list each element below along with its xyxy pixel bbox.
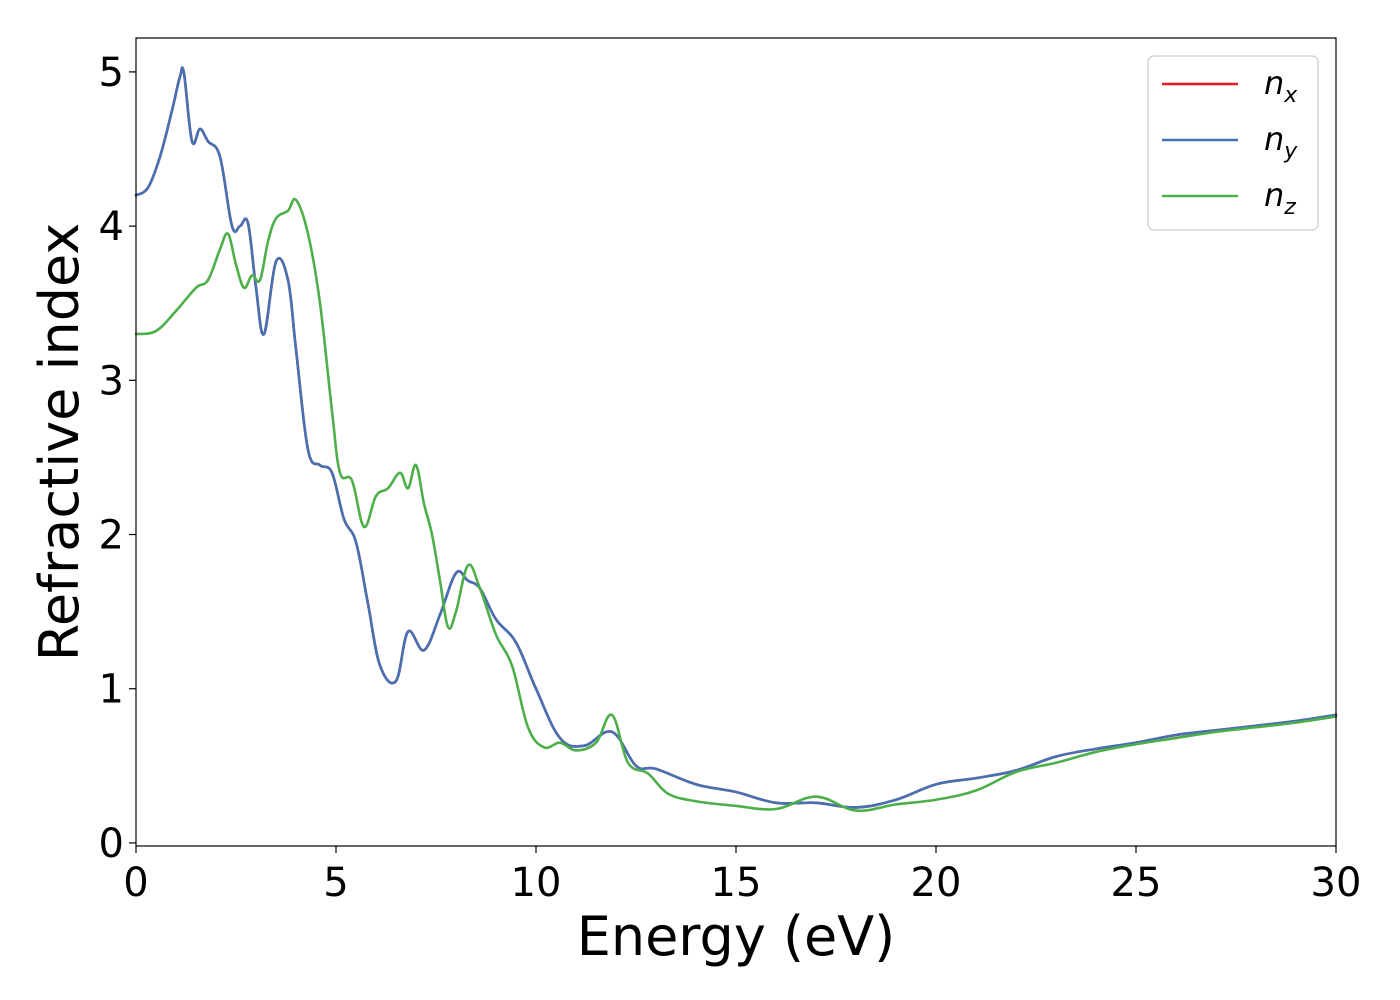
y-tick-label: 4 — [99, 204, 124, 250]
y-tick-label: 1 — [99, 667, 124, 713]
y-tick-label: 3 — [99, 358, 124, 404]
x-tick-label: 15 — [711, 860, 762, 906]
x-tick-label: 5 — [323, 860, 348, 906]
legend-label-n-z: nz — [1264, 176, 1296, 220]
x-axis: 0 5 10 15 20 25 30 — [123, 846, 1361, 906]
y-tick-label: 5 — [99, 50, 124, 96]
series-layer — [134, 66, 1338, 813]
series-line-n-y — [134, 66, 1338, 809]
legend-label-n-y: ny — [1264, 120, 1298, 164]
y-axis: 0 1 2 3 4 5 — [99, 50, 136, 867]
legend-box — [1147, 55, 1319, 231]
legend-label-n-x: nx — [1264, 64, 1298, 108]
x-tick-label: 25 — [1111, 860, 1162, 906]
x-tick-label: 30 — [1311, 860, 1362, 906]
y-tick-label: 2 — [99, 513, 124, 559]
y-tick-label: 0 — [99, 821, 124, 867]
x-axis-title: Energy (eV) — [577, 905, 896, 968]
x-tick-label: 0 — [123, 860, 148, 906]
x-tick-label: 10 — [511, 860, 562, 906]
y-axis-title: Refractive index — [28, 223, 91, 662]
x-tick-label: 20 — [911, 860, 962, 906]
legend: nx ny nz — [1147, 55, 1319, 231]
series-line-n-z — [134, 197, 1338, 813]
